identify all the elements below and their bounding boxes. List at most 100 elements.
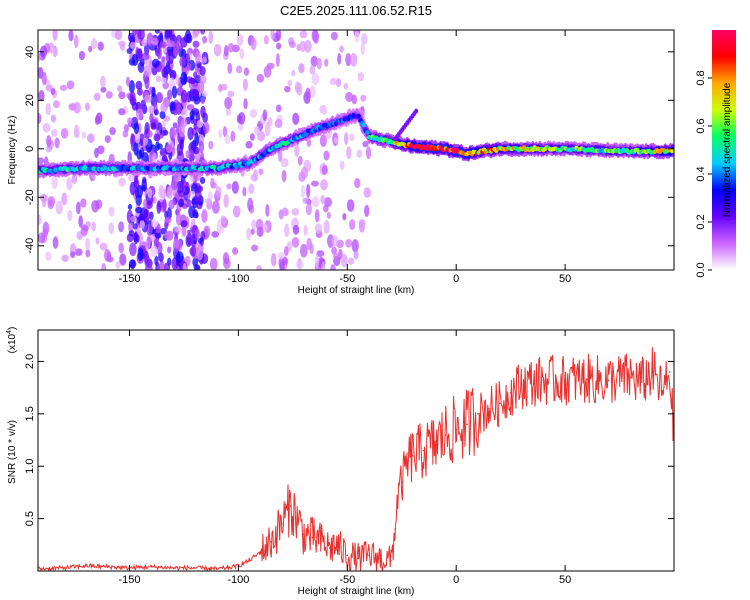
noise-speck <box>153 109 159 116</box>
noise-speck <box>197 237 203 244</box>
snr-data-point <box>520 383 523 386</box>
noise-speck <box>224 96 233 110</box>
noise-speck <box>66 177 73 191</box>
noise-speck <box>345 238 353 248</box>
noise-speck <box>99 242 108 251</box>
noise-speck <box>299 40 307 53</box>
noise-speck <box>118 40 126 47</box>
noise-speck <box>41 71 47 86</box>
noise-speck <box>150 122 157 130</box>
noise-speck <box>155 75 162 83</box>
noise-speck <box>211 230 220 238</box>
snr-data-point <box>455 428 457 431</box>
noise-speck <box>151 218 157 228</box>
noise-speck <box>95 237 100 245</box>
noise-speck <box>188 149 195 163</box>
noise-speck <box>291 236 300 248</box>
noise-speck <box>194 211 199 219</box>
noise-speck <box>354 31 360 43</box>
noise-speck <box>351 239 359 253</box>
colorbar-tick-label: 0.2 <box>695 214 707 229</box>
noise-speck <box>38 157 45 165</box>
noise-speck <box>181 108 188 119</box>
noise-speck <box>139 220 145 229</box>
noise-speck <box>316 57 322 70</box>
noise-speck <box>41 193 47 208</box>
noise-speck <box>60 127 69 139</box>
noise-speck <box>354 178 361 189</box>
noise-speck <box>45 251 52 261</box>
noise-speck <box>211 200 220 214</box>
noise-speck <box>156 91 164 104</box>
noise-speck <box>151 37 159 46</box>
noise-speck <box>154 232 162 239</box>
noise-speck <box>188 205 196 219</box>
noise-speck <box>310 55 318 67</box>
noise-speck <box>303 224 308 237</box>
noise-speck <box>331 246 337 255</box>
snr-x-label: Height of straight line (km) <box>298 586 415 597</box>
noise-speck <box>281 207 289 217</box>
snr-data-point <box>629 376 632 378</box>
noise-speck <box>168 199 175 210</box>
noise-speck <box>151 86 156 98</box>
snr-data-point <box>281 523 283 525</box>
noise-speck <box>166 186 173 200</box>
noise-speck <box>333 252 340 260</box>
snr-data-point <box>368 554 370 557</box>
noise-speck <box>299 30 308 39</box>
noise-speck <box>165 144 172 151</box>
snr-y-scale-prefix: (x10 <box>7 333 18 353</box>
noise-speck <box>131 54 139 66</box>
snr-data-point <box>172 567 174 569</box>
noise-speck <box>97 41 104 51</box>
snr-data-point <box>194 567 196 569</box>
noise-speck <box>294 143 300 158</box>
noise-speck <box>87 133 95 144</box>
noise-speck <box>129 242 137 257</box>
spectrogram-frame <box>37 29 675 271</box>
noise-speck <box>222 252 230 265</box>
noise-speck <box>326 211 331 219</box>
x-tick-label: -100 <box>227 574 249 586</box>
noise-speck <box>127 203 133 210</box>
noise-speck <box>203 122 210 134</box>
snr-data-point <box>498 402 501 405</box>
noise-speck <box>158 184 165 199</box>
snr-data-point <box>320 540 322 543</box>
noise-speck <box>194 264 201 270</box>
snr-data-point <box>215 568 218 570</box>
noise-speck <box>339 160 345 170</box>
noise-speck <box>284 85 291 93</box>
noise-speck <box>236 65 243 74</box>
noise-speck <box>133 231 139 245</box>
noise-speck <box>144 75 150 90</box>
noise-speck <box>287 79 292 87</box>
noise-speck <box>52 30 58 41</box>
noise-speck <box>249 109 258 118</box>
snr-data-point <box>668 371 671 373</box>
noise-speck <box>261 223 268 233</box>
noise-speck <box>345 53 352 67</box>
noise-speck <box>365 146 372 160</box>
noise-speck <box>74 248 83 256</box>
x-tick-label: -100 <box>227 273 249 285</box>
noise-speck <box>323 220 330 235</box>
noise-speck <box>284 223 290 238</box>
noise-speck <box>133 122 140 135</box>
noise-speck <box>38 89 45 102</box>
noise-speck <box>321 165 328 176</box>
noise-speck <box>250 173 258 182</box>
noise-speck <box>155 261 160 270</box>
noise-speck <box>213 43 222 57</box>
noise-speck <box>94 115 101 125</box>
noise-speck <box>45 103 52 116</box>
noise-speck <box>309 85 316 99</box>
noise-speck <box>346 146 352 160</box>
x-tick-label: -50 <box>339 273 355 285</box>
noise-speck <box>164 217 172 224</box>
noise-speck <box>353 250 359 260</box>
noise-speck <box>321 106 328 116</box>
noise-speck <box>349 219 356 231</box>
noise-speck <box>258 168 264 175</box>
